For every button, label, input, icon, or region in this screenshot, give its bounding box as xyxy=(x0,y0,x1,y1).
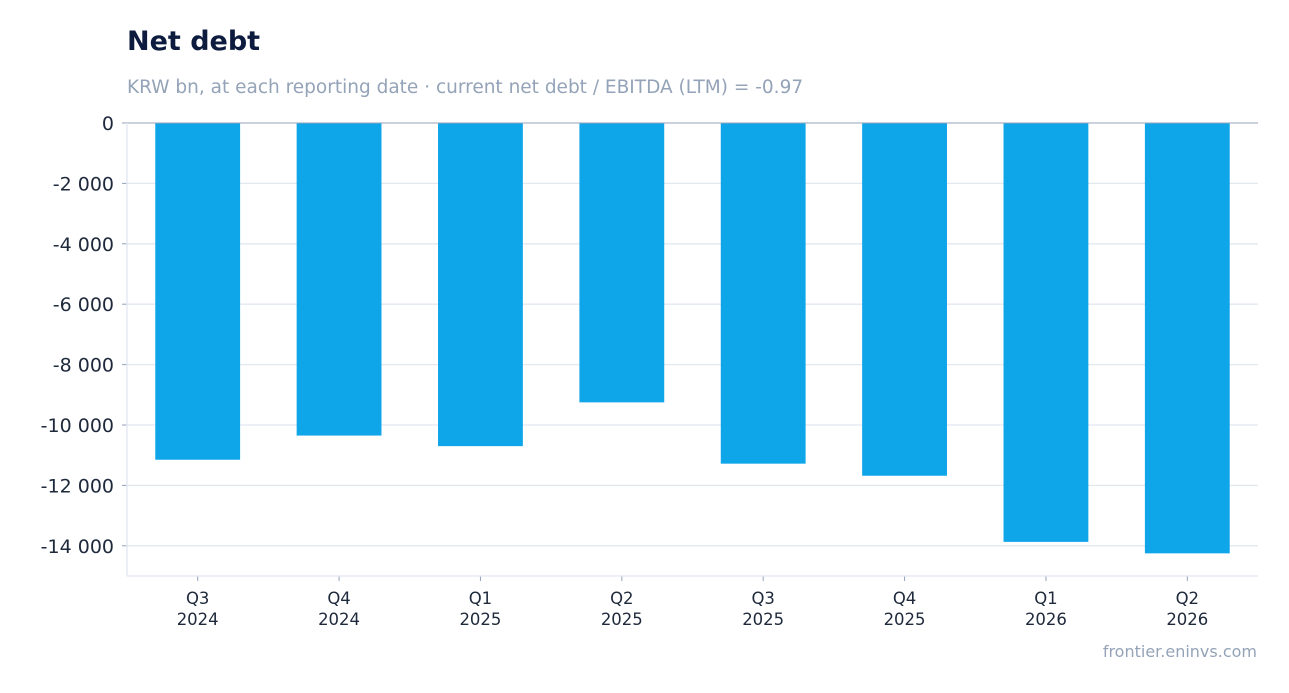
axes xyxy=(122,122,1258,581)
bar xyxy=(579,123,665,403)
x-tick-label-quarter: Q4 xyxy=(893,589,917,608)
chart-title: Net debt xyxy=(127,26,261,57)
x-tick-label-quarter: Q1 xyxy=(469,589,493,608)
x-tick-label-year: 2025 xyxy=(601,610,643,629)
x-tick-label-quarter: Q3 xyxy=(186,589,210,608)
chart-subtitle: KRW bn, at each reporting date · current… xyxy=(127,77,804,98)
bar xyxy=(720,123,806,464)
x-tick-label-quarter: Q2 xyxy=(610,589,634,608)
y-tick-label: -10 000 xyxy=(41,415,114,437)
x-tick-label-year: 2025 xyxy=(459,610,501,629)
x-tick-label-year: 2024 xyxy=(177,610,219,629)
y-tick-label: -14 000 xyxy=(41,536,114,558)
source-footer: frontier.eninvs.com xyxy=(1102,642,1257,661)
x-tick-label-quarter: Q3 xyxy=(751,589,775,608)
x-tick-label-quarter: Q1 xyxy=(1034,589,1058,608)
y-tick-label: -2 000 xyxy=(53,173,114,195)
x-tick-label-quarter: Q2 xyxy=(1176,589,1200,608)
y-tick-label: -12 000 xyxy=(41,475,114,497)
y-tick-label: -4 000 xyxy=(53,234,114,256)
bar xyxy=(1144,123,1230,554)
bar xyxy=(438,123,523,447)
bar xyxy=(296,123,382,436)
y-tick-label: 0 xyxy=(102,113,114,135)
bar xyxy=(1003,123,1089,542)
bars xyxy=(155,123,1230,554)
x-tick-label-year: 2024 xyxy=(318,610,360,629)
y-tick-label: -6 000 xyxy=(53,294,114,316)
tick-labels: 0 -2 000 -4 000 -6 000 -8 000 -10 000 -12 000 -… xyxy=(41,113,1209,629)
x-tick-label-quarter: Q4 xyxy=(327,589,351,608)
y-tick-label: -8 000 xyxy=(53,355,114,377)
x-tick-label-year: 2026 xyxy=(1025,610,1067,629)
x-tick-label-year: 2025 xyxy=(884,610,926,629)
bar xyxy=(155,123,241,460)
bar xyxy=(862,123,947,476)
x-tick-label-year: 2026 xyxy=(1166,610,1208,629)
x-tick-label-year: 2025 xyxy=(742,610,784,629)
